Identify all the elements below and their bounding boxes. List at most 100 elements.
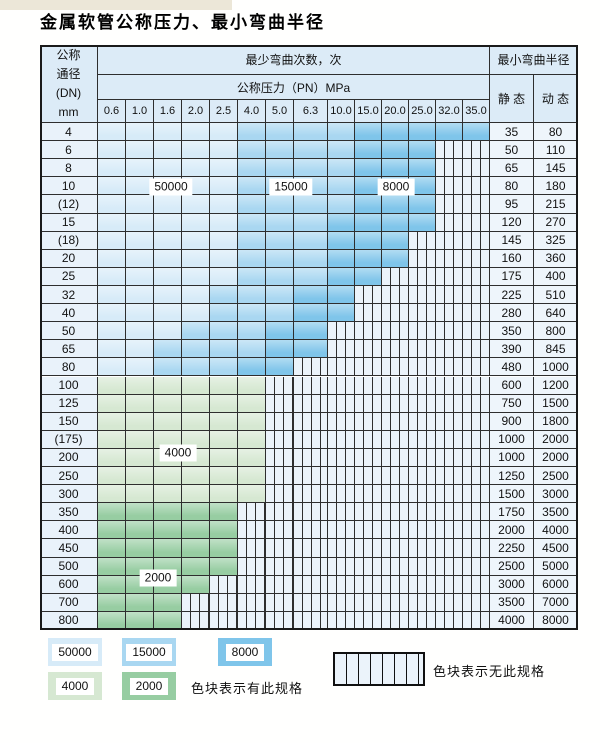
spec-cell [126, 593, 154, 612]
spec-cell [294, 611, 328, 630]
dn-column-header: 公称 通径 (DN) mm [40, 45, 98, 123]
spec-cell [126, 539, 154, 558]
spec-cell [355, 448, 382, 468]
spec-cell [463, 123, 490, 142]
dynamic-value: 800 [534, 322, 578, 341]
dynamic-value: 2500 [534, 467, 578, 486]
spec-cell [126, 195, 154, 214]
zone-cycles-label: 2000 [139, 569, 177, 587]
dn-cell: 125 [40, 394, 98, 413]
spec-cell [238, 448, 266, 468]
spec-cell [294, 412, 328, 431]
spec-cell [409, 539, 436, 558]
spec-cell [463, 376, 490, 395]
spec-cell [266, 593, 294, 612]
spec-cell [210, 485, 238, 504]
dn-cell: 450 [40, 539, 98, 558]
dynamic-value: 2000 [534, 448, 578, 468]
spec-cell [210, 322, 238, 341]
spec-cell [463, 322, 490, 341]
spec-cell [154, 123, 182, 142]
spec-cell [409, 340, 436, 359]
spec-cell [409, 231, 436, 250]
static-value: 2000 [490, 521, 534, 540]
spec-cell [266, 123, 294, 142]
spec-cell [126, 448, 154, 468]
spec-cell [463, 521, 490, 540]
dynamic-value: 2000 [534, 430, 578, 449]
spec-cell [436, 503, 463, 522]
dn-cell: (12) [40, 195, 98, 214]
dn-header-line: (DN) [55, 85, 82, 100]
spec-cell [126, 467, 154, 486]
spec-cell [328, 575, 355, 594]
spec-cell [294, 503, 328, 522]
spec-cell [182, 267, 210, 286]
spec-cell [98, 485, 126, 504]
spec-cell [382, 285, 409, 305]
spec-cell [266, 195, 294, 214]
spec-cell [355, 322, 382, 341]
spec-cell [126, 394, 154, 413]
spec-cell [238, 213, 266, 232]
spec-cell [126, 611, 154, 630]
spec-cell [98, 304, 126, 323]
static-value: 1250 [490, 467, 534, 486]
spec-cell [98, 195, 126, 214]
static-value: 480 [490, 358, 534, 377]
spec-cell [182, 249, 210, 268]
spec-cell [154, 539, 182, 558]
spec-cell [210, 285, 238, 305]
spec-cell [355, 123, 382, 142]
spec-cell [409, 557, 436, 576]
spec-cell [182, 322, 210, 341]
spec-cell [154, 141, 182, 160]
spec-cell [463, 593, 490, 612]
spec-cell [266, 503, 294, 522]
spec-cell [328, 611, 355, 630]
spec-cell [266, 611, 294, 630]
spec-cell [238, 231, 266, 250]
spec-cell [463, 213, 490, 232]
spec-cell [238, 611, 266, 630]
spec-cell [126, 503, 154, 522]
spec-cell [266, 358, 294, 377]
spec-cell [294, 485, 328, 504]
spec-cell [382, 575, 409, 594]
dn-cell: 250 [40, 467, 98, 486]
spec-cell [154, 304, 182, 323]
spec-cell [382, 213, 409, 232]
dynamic-value: 325 [534, 231, 578, 250]
spec-cell [409, 358, 436, 377]
spec-cell [382, 593, 409, 612]
dn-cell: 100 [40, 376, 98, 395]
spec-cell [328, 213, 355, 232]
spec-cell [266, 322, 294, 341]
spec-cell [382, 322, 409, 341]
spec-cell [463, 304, 490, 323]
spec-cell [126, 376, 154, 395]
spec-cell [328, 231, 355, 250]
spec-cell [182, 467, 210, 486]
spec-cell [210, 340, 238, 359]
spec-cell [409, 177, 436, 196]
spec-cell [266, 249, 294, 268]
dynamic-value: 110 [534, 141, 578, 160]
spec-cell [463, 231, 490, 250]
dn-cell: 700 [40, 593, 98, 612]
dn-cell: 300 [40, 485, 98, 504]
spec-cell [294, 159, 328, 178]
spec-cell [436, 557, 463, 576]
dn-cell: 4 [40, 123, 98, 142]
spec-cell [463, 340, 490, 359]
spec-cell [210, 141, 238, 160]
spec-cell [328, 376, 355, 395]
spec-cell [436, 304, 463, 323]
spec-cell [210, 448, 238, 468]
spec-cell [238, 141, 266, 160]
spec-cell [463, 267, 490, 286]
static-value: 350 [490, 322, 534, 341]
spec-cell [355, 231, 382, 250]
spec-cell [382, 521, 409, 540]
